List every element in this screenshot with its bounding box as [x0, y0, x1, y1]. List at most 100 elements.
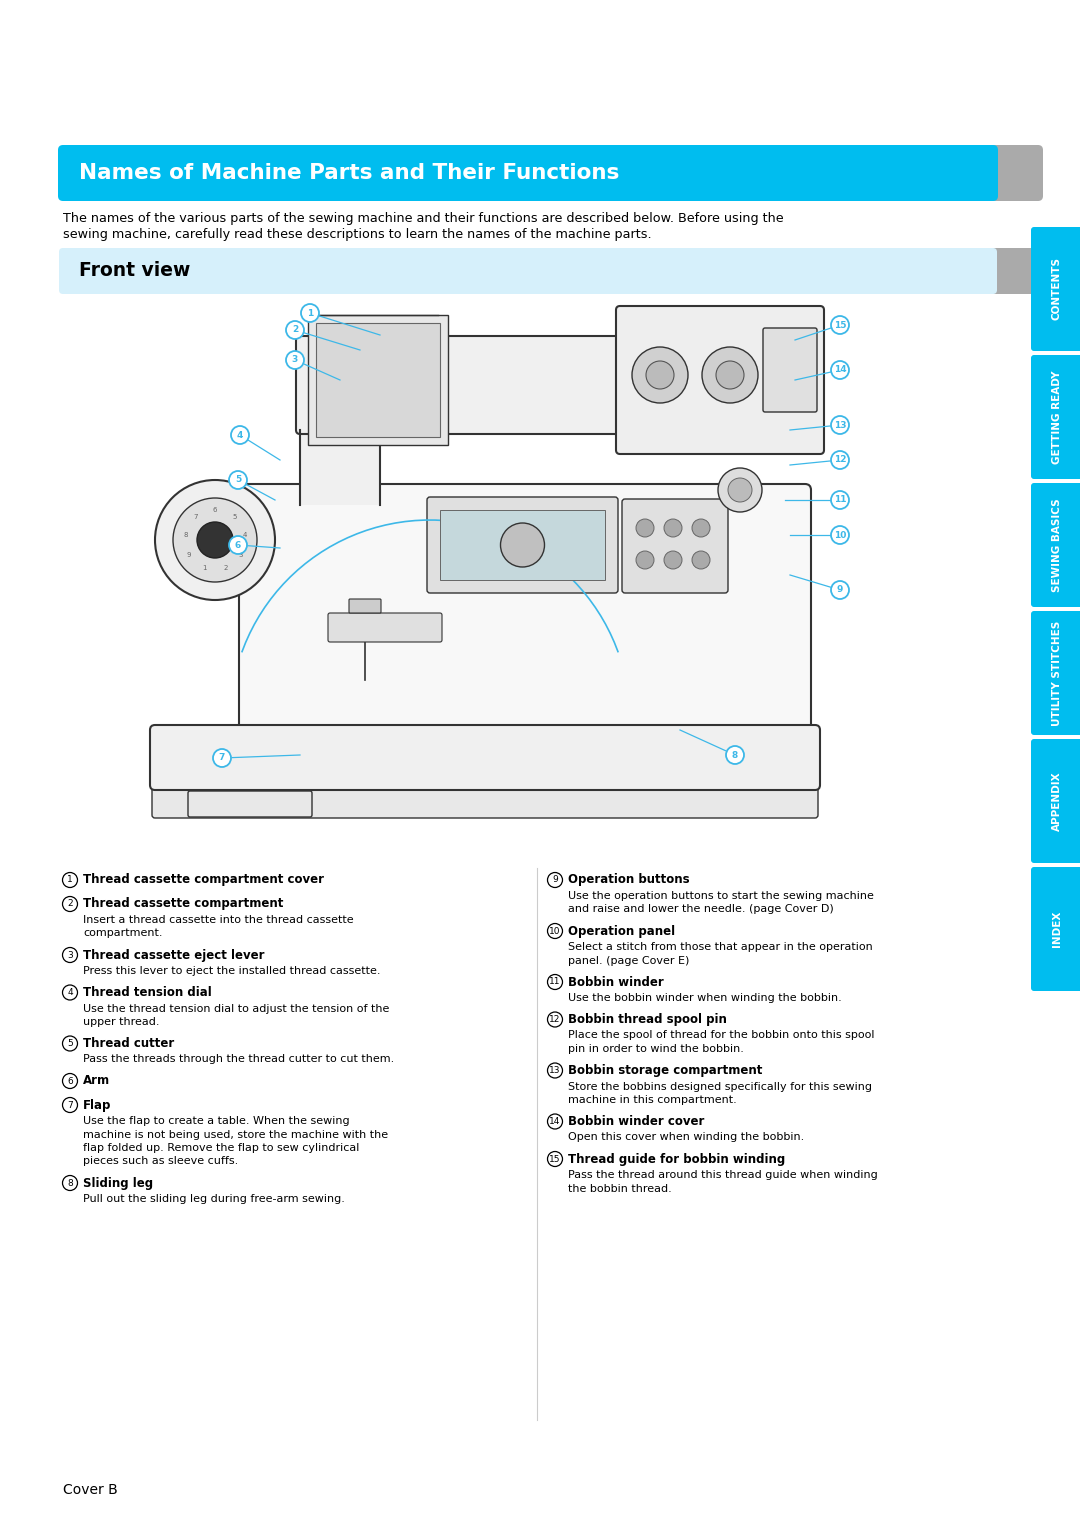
- Circle shape: [831, 490, 849, 509]
- Circle shape: [63, 1036, 78, 1051]
- Text: compartment.: compartment.: [83, 929, 162, 938]
- Text: 2: 2: [67, 900, 72, 909]
- Text: 3: 3: [67, 950, 72, 960]
- Text: Open this cover when winding the bobbin.: Open this cover when winding the bobbin.: [568, 1132, 805, 1143]
- Circle shape: [831, 526, 849, 544]
- Text: Front view: Front view: [79, 261, 190, 281]
- Text: Thread cutter: Thread cutter: [83, 1038, 174, 1050]
- Circle shape: [548, 1012, 563, 1027]
- Text: 1: 1: [67, 876, 72, 885]
- Circle shape: [702, 347, 758, 403]
- Circle shape: [301, 304, 319, 322]
- Circle shape: [229, 471, 247, 489]
- Circle shape: [548, 1114, 563, 1129]
- Text: Operation panel: Operation panel: [568, 924, 675, 938]
- Text: pin in order to wind the bobbin.: pin in order to wind the bobbin.: [568, 1044, 744, 1054]
- Text: the bobbin thread.: the bobbin thread.: [568, 1184, 672, 1193]
- Text: 7: 7: [193, 513, 198, 520]
- Text: Arm: Arm: [83, 1074, 110, 1088]
- Text: 8: 8: [184, 532, 188, 538]
- Text: Pass the threads through the thread cutter to cut them.: Pass the threads through the thread cutt…: [83, 1054, 394, 1065]
- Text: Thread guide for bobbin winding: Thread guide for bobbin winding: [568, 1152, 785, 1166]
- Text: 8: 8: [67, 1178, 72, 1187]
- Text: 3: 3: [292, 356, 298, 365]
- Circle shape: [692, 520, 710, 536]
- Text: 14: 14: [550, 1117, 561, 1126]
- Text: 12: 12: [550, 1015, 561, 1024]
- Text: 12: 12: [834, 455, 847, 465]
- Text: 5: 5: [234, 475, 241, 484]
- Circle shape: [229, 536, 247, 555]
- FancyBboxPatch shape: [440, 510, 605, 581]
- Circle shape: [831, 316, 849, 335]
- Text: sewing machine, carefully read these descriptions to learn the names of the mach: sewing machine, carefully read these des…: [63, 228, 651, 241]
- FancyBboxPatch shape: [308, 315, 448, 445]
- FancyBboxPatch shape: [150, 724, 820, 790]
- Circle shape: [231, 426, 249, 445]
- FancyBboxPatch shape: [1031, 483, 1080, 607]
- Circle shape: [726, 746, 744, 764]
- Text: machine is not being used, store the machine with the: machine is not being used, store the mac…: [83, 1129, 388, 1140]
- Circle shape: [63, 897, 78, 912]
- Text: 4: 4: [237, 431, 243, 440]
- Circle shape: [63, 1074, 78, 1088]
- Circle shape: [286, 351, 303, 368]
- Circle shape: [63, 947, 78, 963]
- Text: 13: 13: [550, 1067, 561, 1076]
- Text: 10: 10: [550, 926, 561, 935]
- Text: The names of the various parts of the sewing machine and their functions are des: The names of the various parts of the se…: [63, 212, 784, 225]
- Text: 1: 1: [307, 309, 313, 318]
- Circle shape: [548, 1063, 563, 1077]
- FancyBboxPatch shape: [1031, 740, 1080, 863]
- FancyBboxPatch shape: [239, 484, 811, 766]
- Text: Flap: Flap: [83, 1099, 111, 1111]
- Text: 10: 10: [834, 530, 847, 539]
- Text: 6: 6: [234, 541, 241, 550]
- Circle shape: [197, 523, 233, 558]
- Text: 11: 11: [550, 978, 561, 987]
- Circle shape: [63, 872, 78, 888]
- Text: 8: 8: [732, 750, 738, 759]
- Text: 13: 13: [834, 420, 847, 429]
- Text: Store the bobbins designed specifically for this sewing: Store the bobbins designed specifically …: [568, 1082, 872, 1091]
- Text: INDEX: INDEX: [1052, 911, 1062, 947]
- FancyBboxPatch shape: [622, 500, 728, 593]
- Text: 3: 3: [239, 552, 243, 558]
- Text: CONTENTS: CONTENTS: [1052, 258, 1062, 321]
- Text: 7: 7: [219, 753, 226, 762]
- Text: Bobbin storage compartment: Bobbin storage compartment: [568, 1063, 762, 1077]
- Circle shape: [664, 520, 681, 536]
- Text: flap folded up. Remove the flap to sew cylindrical: flap folded up. Remove the flap to sew c…: [83, 1143, 360, 1154]
- FancyBboxPatch shape: [1031, 866, 1080, 992]
- Text: 7: 7: [67, 1100, 72, 1109]
- Text: Bobbin thread spool pin: Bobbin thread spool pin: [568, 1013, 727, 1025]
- Text: Operation buttons: Operation buttons: [568, 874, 690, 886]
- Text: Pass the thread around this thread guide when winding: Pass the thread around this thread guide…: [568, 1170, 878, 1180]
- Text: Thread cassette eject lever: Thread cassette eject lever: [83, 949, 265, 961]
- Circle shape: [632, 347, 688, 403]
- Circle shape: [548, 975, 563, 990]
- FancyBboxPatch shape: [978, 145, 1043, 202]
- FancyBboxPatch shape: [316, 322, 440, 437]
- FancyBboxPatch shape: [152, 784, 818, 817]
- Text: 15: 15: [834, 321, 847, 330]
- Text: 2: 2: [224, 565, 228, 571]
- Circle shape: [636, 552, 654, 568]
- FancyBboxPatch shape: [978, 248, 1042, 293]
- FancyBboxPatch shape: [296, 336, 704, 434]
- Text: Select a stitch from those that appear in the operation: Select a stitch from those that appear i…: [568, 941, 873, 952]
- FancyBboxPatch shape: [762, 329, 816, 413]
- FancyBboxPatch shape: [59, 248, 997, 293]
- Circle shape: [548, 923, 563, 938]
- Text: 1: 1: [202, 565, 207, 571]
- Circle shape: [63, 986, 78, 999]
- Text: Press this lever to eject the installed thread cassette.: Press this lever to eject the installed …: [83, 966, 380, 976]
- Text: Thread cassette compartment: Thread cassette compartment: [83, 897, 283, 911]
- Text: Sliding leg: Sliding leg: [83, 1177, 153, 1189]
- Text: Use the thread tension dial to adjust the tension of the: Use the thread tension dial to adjust th…: [83, 1004, 390, 1013]
- FancyBboxPatch shape: [58, 145, 998, 202]
- Text: 6: 6: [67, 1077, 72, 1085]
- Circle shape: [286, 321, 303, 339]
- Circle shape: [831, 451, 849, 469]
- Text: Thread tension dial: Thread tension dial: [83, 986, 212, 999]
